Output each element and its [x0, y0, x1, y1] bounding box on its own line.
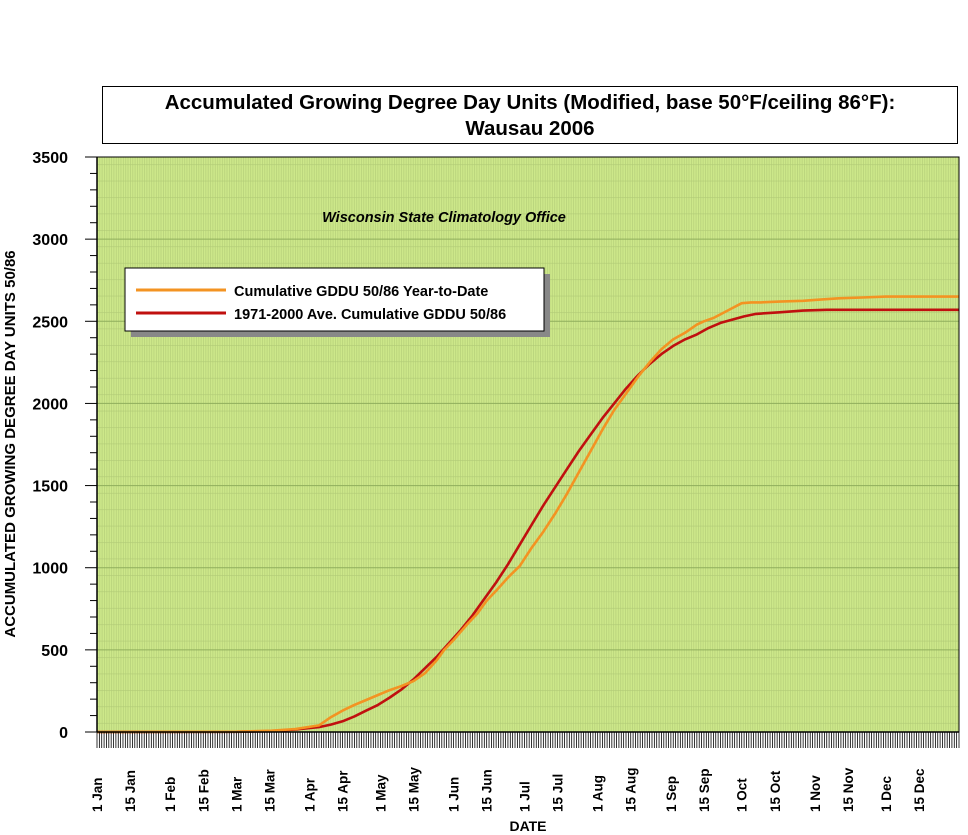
x-tick-label: 15 Sep: [697, 768, 712, 812]
annotation-text: Wisconsin State Climatology Office: [322, 210, 566, 226]
x-tick-label: 1 Dec: [879, 775, 894, 812]
x-tick-label: 15 Aug: [624, 767, 639, 812]
x-tick-label: 1 Aug: [591, 775, 606, 812]
y-tick-label: 0: [59, 725, 68, 742]
y-tick-label: 3000: [32, 232, 68, 249]
x-tick-label: 15 Mar: [262, 768, 277, 812]
y-tick-label: 3500: [32, 150, 68, 167]
x-tick-label: 1 Sep: [664, 776, 679, 812]
series-line-1: [96, 308, 959, 734]
y-tick-label: 1000: [32, 561, 68, 578]
legend-label-average: 1971-2000 Ave. Cumulative GDDU 50/86: [234, 307, 506, 323]
x-tick-label: 15 Nov: [841, 767, 856, 812]
x-tick-label: 1 Jan: [90, 777, 105, 812]
y-axis-label: ACCUMULATED GROWING DEGREE DAY UNITS 50/…: [2, 250, 19, 637]
y-tick-label: 2000: [32, 396, 68, 413]
chart-title: Accumulated Growing Degree Day Units (Mo…: [164, 91, 896, 114]
legend-box: [124, 267, 545, 332]
x-tick-label: 1 Apr: [303, 777, 318, 812]
x-tick-label: 1 Jun: [447, 777, 462, 812]
x-axis-ticks: 1 Jan 15 Jan 1 Feb 15 Feb 1 Mar 15 Mar 1 Apr 15…: [90, 732, 960, 812]
legend-label-ytd: Cumulative GDDU 50/86 Year-to-Date: [234, 284, 488, 300]
chart-title-box: Accumulated Growing Degree Day Units (Mo…: [102, 86, 958, 144]
plot-area: [97, 157, 959, 732]
x-tick-label: 1 Nov: [808, 775, 823, 812]
legend: Cumulative GDDU 50/86 Year-to-Date 1971-…: [124, 267, 550, 337]
series-line-0: [96, 295, 959, 734]
y-tick-label: 500: [41, 643, 68, 660]
chart-subtitle: Wausau 2006: [465, 117, 595, 140]
plot-background: [97, 157, 959, 732]
x-tick-label: 15 Oct: [768, 770, 783, 812]
x-tick-label: 15 Jul: [551, 774, 566, 812]
x-tick-label: 1 Oct: [735, 778, 750, 812]
y-axis-ticks: 0 500 1000 1500 2000 2500 3000 3500: [32, 150, 97, 742]
x-tick-label: 1 Mar: [229, 776, 244, 812]
x-tick-label: 1 May: [373, 774, 388, 812]
y-tick-label: 2500: [32, 314, 68, 331]
series-layer: [96, 295, 959, 734]
x-tick-label: 1 Feb: [163, 777, 178, 812]
x-tick-label: 15 May: [406, 766, 421, 812]
x-tick-label: 1 Jul: [517, 781, 532, 812]
x-tick-label: 15 Feb: [196, 769, 211, 812]
x-axis-label: DATE: [509, 818, 546, 834]
x-tick-label: 15 Jun: [480, 769, 495, 812]
x-tick-label: 15 Dec: [912, 768, 927, 812]
x-tick-label: 15 Apr: [336, 770, 351, 812]
x-tick-label: 15 Jan: [123, 770, 138, 812]
y-tick-label: 1500: [32, 479, 68, 496]
